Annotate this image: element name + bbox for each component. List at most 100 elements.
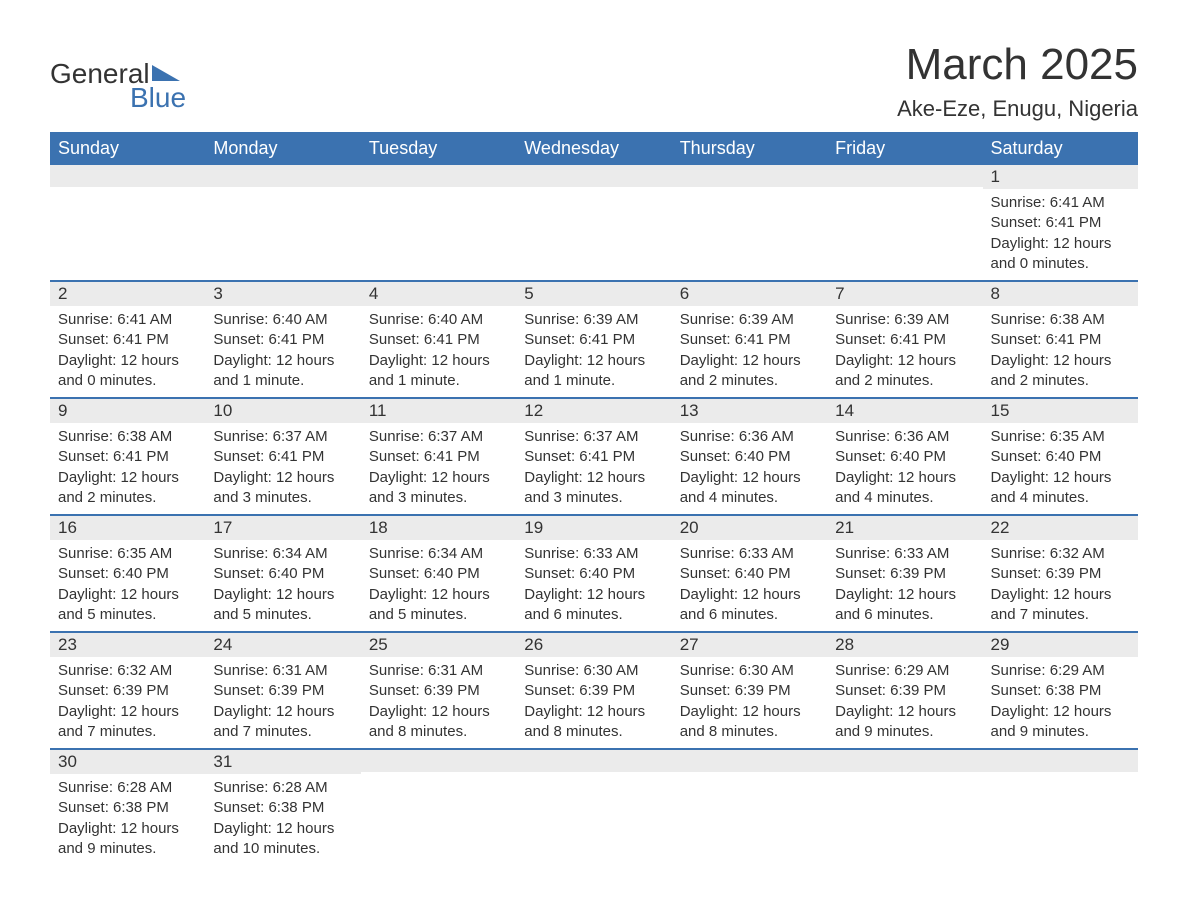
- day-sunset: Sunset: 6:40 PM: [991, 447, 1130, 467]
- day-content: Sunrise: 6:35 AMSunset: 6:40 PMDaylight:…: [50, 540, 205, 631]
- calendar-day-cell: [361, 165, 516, 281]
- day-sunrise: Sunrise: 6:30 AM: [524, 661, 663, 681]
- day-daylight2: and 7 minutes.: [213, 722, 352, 742]
- day-number: 25: [361, 633, 516, 657]
- day-daylight1: Daylight: 12 hours: [835, 702, 974, 722]
- day-sunset: Sunset: 6:41 PM: [835, 330, 974, 350]
- day-content: Sunrise: 6:37 AMSunset: 6:41 PMDaylight:…: [205, 423, 360, 514]
- day-number: 28: [827, 633, 982, 657]
- day-daylight2: and 1 minute.: [524, 371, 663, 391]
- day-content: Sunrise: 6:36 AMSunset: 6:40 PMDaylight:…: [827, 423, 982, 514]
- day-content: Sunrise: 6:39 AMSunset: 6:41 PMDaylight:…: [672, 306, 827, 397]
- day-sunset: Sunset: 6:39 PM: [835, 564, 974, 584]
- day-daylight1: Daylight: 12 hours: [524, 702, 663, 722]
- calendar-week-row: 2 Sunrise: 6:41 AM Sunset: 6:41 PM Daylight…: [50, 281, 1138, 398]
- day-sunset: Sunset: 6:41 PM: [369, 447, 508, 467]
- day-number: 7: [827, 282, 982, 306]
- weekday-header: Monday: [205, 132, 360, 165]
- weekday-header: Saturday: [983, 132, 1138, 165]
- calendar-day-cell: [205, 165, 360, 281]
- day-daylight2: and 3 minutes.: [369, 488, 508, 508]
- day-number: 31: [205, 750, 360, 774]
- day-daylight1: Daylight: 12 hours: [213, 702, 352, 722]
- day-content: Sunrise: 6:31 AMSunset: 6:39 PMDaylight:…: [361, 657, 516, 748]
- calendar-day-cell: 24Sunrise: 6:31 AMSunset: 6:39 PMDayligh…: [205, 632, 360, 749]
- day-sunrise: Sunrise: 6:41 AM: [58, 310, 197, 330]
- day-sunrise: Sunrise: 6:39 AM: [680, 310, 819, 330]
- day-daylight1: Daylight: 12 hours: [369, 468, 508, 488]
- day-daylight1: Daylight: 12 hours: [991, 351, 1130, 371]
- day-content: Sunrise: 6:33 AMSunset: 6:40 PMDaylight:…: [516, 540, 671, 631]
- day-content: Sunrise: 6:32 AMSunset: 6:39 PMDaylight:…: [50, 657, 205, 748]
- day-daylight2: and 0 minutes.: [58, 371, 197, 391]
- day-content: Sunrise: 6:38 AMSunset: 6:41 PMDaylight:…: [50, 423, 205, 514]
- day-sunset: Sunset: 6:41 PM: [213, 330, 352, 350]
- calendar-day-cell: 4Sunrise: 6:40 AMSunset: 6:41 PMDaylight…: [361, 281, 516, 398]
- calendar-day-cell: [516, 165, 671, 281]
- weekday-header: Friday: [827, 132, 982, 165]
- logo: General Blue: [50, 40, 186, 112]
- day-number: 22: [983, 516, 1138, 540]
- day-content: Sunrise: 6:28 AMSunset: 6:38 PMDaylight:…: [50, 774, 205, 865]
- day-daylight1: Daylight: 12 hours: [58, 819, 197, 839]
- empty-day-header: [205, 165, 360, 187]
- day-daylight1: Daylight: 12 hours: [58, 351, 197, 371]
- calendar-day-cell: 16Sunrise: 6:35 AMSunset: 6:40 PMDayligh…: [50, 515, 205, 632]
- day-number: 26: [516, 633, 671, 657]
- day-sunrise: Sunrise: 6:32 AM: [991, 544, 1130, 564]
- day-sunrise: Sunrise: 6:40 AM: [369, 310, 508, 330]
- title-block: March 2025 Ake-Eze, Enugu, Nigeria: [897, 40, 1138, 122]
- empty-day-header: [827, 750, 982, 772]
- calendar-day-cell: [516, 749, 671, 865]
- day-number: 6: [672, 282, 827, 306]
- calendar-table: Sunday Monday Tuesday Wednesday Thursday…: [50, 132, 1138, 865]
- day-daylight1: Daylight: 12 hours: [213, 468, 352, 488]
- day-sunset: Sunset: 6:39 PM: [991, 564, 1130, 584]
- calendar-week-row: 30Sunrise: 6:28 AMSunset: 6:38 PMDayligh…: [50, 749, 1138, 865]
- empty-day-header: [827, 165, 982, 187]
- weekday-header: Thursday: [672, 132, 827, 165]
- day-daylight1: Daylight: 12 hours: [991, 468, 1130, 488]
- day-number: 16: [50, 516, 205, 540]
- day-daylight1: Daylight: 12 hours: [524, 351, 663, 371]
- calendar-day-cell: 26Sunrise: 6:30 AMSunset: 6:39 PMDayligh…: [516, 632, 671, 749]
- calendar-day-cell: 19Sunrise: 6:33 AMSunset: 6:40 PMDayligh…: [516, 515, 671, 632]
- day-sunset: Sunset: 6:40 PM: [524, 564, 663, 584]
- day-number: 29: [983, 633, 1138, 657]
- day-sunrise: Sunrise: 6:29 AM: [835, 661, 974, 681]
- calendar-day-cell: 20Sunrise: 6:33 AMSunset: 6:40 PMDayligh…: [672, 515, 827, 632]
- day-sunset: Sunset: 6:41 PM: [680, 330, 819, 350]
- day-daylight1: Daylight: 12 hours: [369, 585, 508, 605]
- day-daylight2: and 4 minutes.: [680, 488, 819, 508]
- day-content: Sunrise: 6:30 AMSunset: 6:39 PMDaylight:…: [516, 657, 671, 748]
- calendar-day-cell: 22Sunrise: 6:32 AMSunset: 6:39 PMDayligh…: [983, 515, 1138, 632]
- day-number: 19: [516, 516, 671, 540]
- day-number: 2: [50, 282, 205, 306]
- day-sunset: Sunset: 6:41 PM: [213, 447, 352, 467]
- calendar-day-cell: [827, 165, 982, 281]
- day-sunrise: Sunrise: 6:36 AM: [680, 427, 819, 447]
- day-number: 3: [205, 282, 360, 306]
- day-sunrise: Sunrise: 6:28 AM: [213, 778, 352, 798]
- day-daylight2: and 6 minutes.: [835, 605, 974, 625]
- day-content: Sunrise: 6:36 AMSunset: 6:40 PMDaylight:…: [672, 423, 827, 514]
- day-sunrise: Sunrise: 6:39 AM: [524, 310, 663, 330]
- day-number: 23: [50, 633, 205, 657]
- day-number: 12: [516, 399, 671, 423]
- day-number: 15: [983, 399, 1138, 423]
- day-sunset: Sunset: 6:40 PM: [58, 564, 197, 584]
- logo-word-blue: Blue: [130, 84, 186, 112]
- day-content: Sunrise: 6:35 AMSunset: 6:40 PMDaylight:…: [983, 423, 1138, 514]
- day-sunrise: Sunrise: 6:37 AM: [369, 427, 508, 447]
- day-daylight1: Daylight: 12 hours: [58, 468, 197, 488]
- day-content: Sunrise: 6:38 AMSunset: 6:41 PMDaylight:…: [983, 306, 1138, 397]
- day-content: Sunrise: 6:32 AMSunset: 6:39 PMDaylight:…: [983, 540, 1138, 631]
- day-content: Sunrise: 6:39 AMSunset: 6:41 PMDaylight:…: [827, 306, 982, 397]
- day-sunrise: Sunrise: 6:41 AM: [991, 193, 1130, 213]
- calendar-day-cell: 10Sunrise: 6:37 AMSunset: 6:41 PMDayligh…: [205, 398, 360, 515]
- day-daylight2: and 2 minutes.: [680, 371, 819, 391]
- day-sunset: Sunset: 6:38 PM: [58, 798, 197, 818]
- day-number: 10: [205, 399, 360, 423]
- day-sunset: Sunset: 6:40 PM: [680, 447, 819, 467]
- header: General Blue March 2025 Ake-Eze, Enugu, …: [50, 40, 1138, 122]
